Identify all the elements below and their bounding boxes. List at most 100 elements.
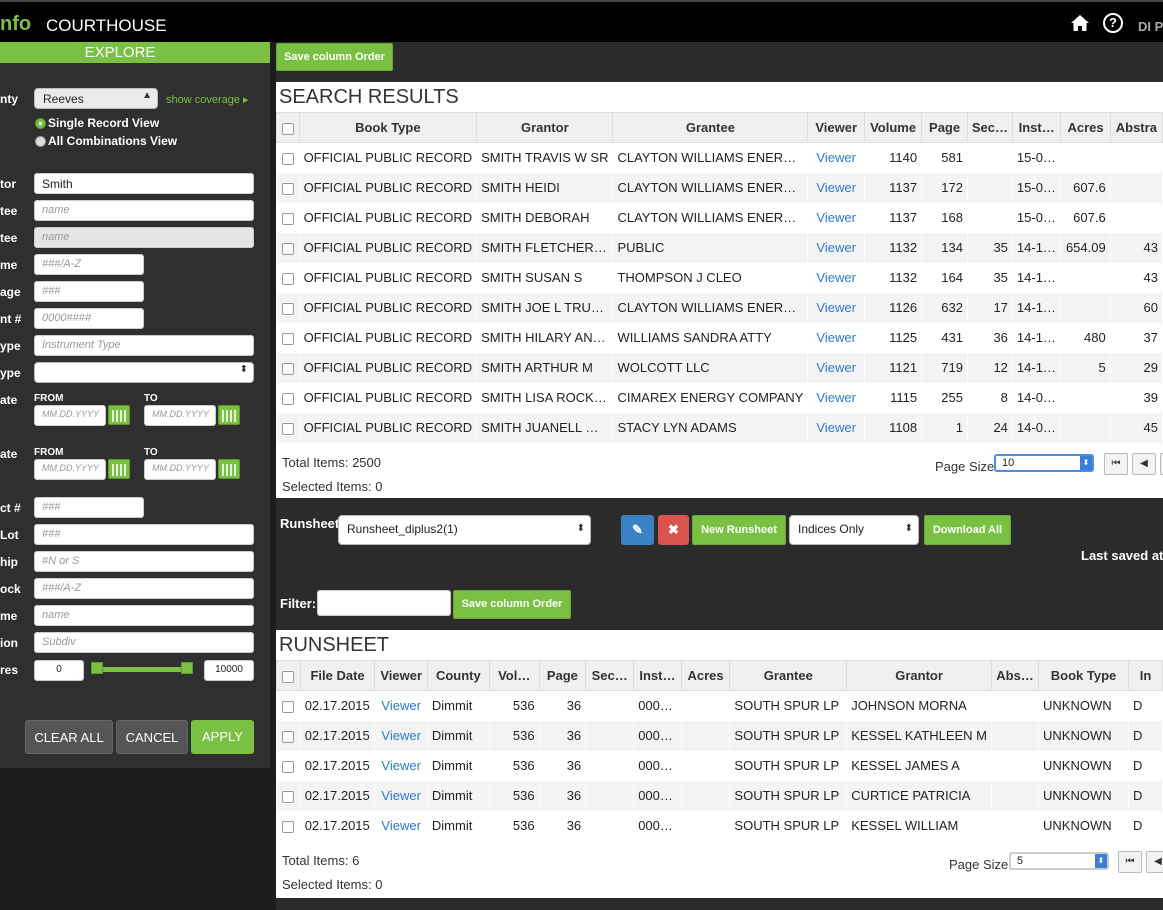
runsheet-column-header[interactable]: In [1128,660,1163,691]
search-column-header[interactable]: Grantee [612,112,809,143]
cancel-button[interactable]: CANCEL [116,720,188,754]
runsheet-column-header[interactable]: Inst… [633,660,682,691]
runsheet-column-header[interactable]: Viewer [374,660,428,691]
volume-input[interactable]: ###/A-Z [34,254,144,275]
show-coverage-link[interactable]: show coverage ▸ [166,94,249,106]
calendar-icon[interactable] [218,405,240,425]
search-row[interactable]: OFFICIAL PUBLIC RECORD SMITH LISA ROCK… CI… [277,383,1163,413]
search-column-header[interactable]: Abstra [1109,112,1163,143]
next-page-icon[interactable] [1160,453,1163,475]
viewer-link[interactable]: Viewer [374,780,428,811]
search-row[interactable]: OFFICIAL PUBLIC RECORD SMITH HILARY AN… WI… [277,323,1163,353]
search-row[interactable]: OFFICIAL PUBLIC RECORD SMITH FLETCHER… PUB… [276,232,1163,263]
x-icon[interactable]: ✖ [658,515,689,545]
row-checkbox[interactable] [277,263,300,293]
clear-all-button[interactable]: CLEAR ALL [25,720,113,754]
viewer-link[interactable]: Viewer [381,698,421,714]
runsheet-column-header[interactable]: Grantee [729,660,848,691]
book-type-select[interactable]: ⬍ [34,362,254,383]
viewer-link[interactable]: Viewer [381,758,421,773]
first-page-icon[interactable]: ⏮ [1118,851,1142,873]
row-checkbox[interactable] [276,172,300,203]
runsheet-row[interactable]: 02.17.2015 Viewer Dimmit 536 36 000… SOUTH SPU… [276,720,1163,751]
viewer-link[interactable]: Viewer [807,292,865,323]
search-column-header[interactable]: Viewer [807,112,865,143]
search-row[interactable]: OFFICIAL PUBLIC RECORD SMITH ARTHUR M WOLC… [276,352,1163,383]
runsheet-row[interactable]: 02.17.2015 Viewer Dimmit 536 36 000… SOUTH SPU… [276,780,1163,811]
row-checkbox[interactable] [277,691,301,721]
runsheet-column-header[interactable]: Page [538,660,587,691]
search-select-all-checkbox[interactable] [276,112,300,143]
viewer-link[interactable]: Viewer [816,270,856,285]
save-column-order-button[interactable]: Save column Order [276,43,393,71]
acres-max-input[interactable]: 10000 [204,660,254,681]
viewer-link[interactable]: Viewer [807,172,865,203]
instrument-type-input[interactable]: Instrument Type [34,335,254,356]
instrument-input[interactable]: 0000#### [34,308,144,329]
page-input[interactable]: ### [34,281,144,302]
date2-from-input[interactable]: MM.DD.YYYY [34,459,106,480]
subdivision-input[interactable]: Subdiv [34,632,254,653]
acres-slider-track[interactable] [97,667,189,672]
runsheet-column-header[interactable]: Sec… [585,660,635,691]
search-column-header[interactable]: Grantor [476,112,614,143]
viewer-link[interactable]: Viewer [816,150,856,166]
search-column-header[interactable]: Inst… [1011,112,1062,143]
calendar-icon[interactable] [218,459,240,479]
county-select[interactable]: Reeves ▲ [34,88,158,109]
viewer-link[interactable]: Viewer [807,232,865,263]
row-checkbox[interactable] [276,720,301,751]
runsheet-save-column-order-button[interactable]: Save column Order [453,590,571,619]
search-row[interactable]: OFFICIAL PUBLIC RECORD SMITH SUSAN S THOMP… [277,263,1163,293]
viewer-link[interactable]: Viewer [816,330,856,345]
viewer-link[interactable]: Viewer [381,818,421,833]
all-combinations-radio[interactable] [35,136,46,147]
runsheet-column-header[interactable]: Grantor [846,660,993,691]
search-row[interactable]: OFFICIAL PUBLIC RECORD SMITH JOE L TRU… CL… [276,292,1163,323]
page-size-select[interactable]: 10 ⬍ [994,454,1094,472]
township-input[interactable]: #N or S [34,551,254,572]
search-row[interactable]: OFFICIAL PUBLIC RECORD SMITH TRAVIS W SR C… [277,143,1163,173]
viewer-link[interactable]: Viewer [374,720,428,751]
tract-input[interactable]: ### [34,497,144,518]
apply-button[interactable]: APPLY [191,720,254,754]
runsheet-column-header[interactable]: Book Type [1038,660,1130,691]
runsheet-column-header[interactable]: Abs… [991,660,1040,691]
indices-select[interactable]: Indices Only ⬍ [789,515,919,545]
row-checkbox[interactable] [276,352,300,383]
search-row[interactable]: OFFICIAL PUBLIC RECORD SMITH HEIDI CLAYTON… [276,172,1163,203]
first-page-icon[interactable]: ⏮ [1104,453,1128,475]
acres-min-input[interactable]: 0 [34,660,84,681]
grantee-input[interactable]: name [34,200,254,221]
date1-to-input[interactable]: MM.DD.YYYY [144,405,216,426]
search-row[interactable]: OFFICIAL PUBLIC RECORD SMITH JUANELL … STA… [276,412,1163,443]
date1-from-input[interactable]: MM.DD.YYYY [34,405,106,426]
prev-page-icon[interactable]: ◀ [1132,453,1156,475]
viewer-link[interactable]: Viewer [816,390,856,405]
row-checkbox[interactable] [276,292,300,323]
user-name[interactable]: DI P [1138,19,1163,34]
filter-input[interactable] [317,590,451,616]
row-checkbox[interactable] [277,751,301,781]
row-checkbox[interactable] [277,811,301,841]
help-icon[interactable]: ? [1103,13,1123,33]
search-column-header[interactable]: Book Type [298,112,478,143]
runsheet-row[interactable]: 02.17.2015 Viewer Dimmit 536 36 000… SOUTH SPU… [277,751,1163,781]
viewer-link[interactable]: Viewer [807,352,865,383]
row-checkbox[interactable] [276,232,300,263]
runsheet-row[interactable]: 02.17.2015 Viewer Dimmit 536 36 000… SOUTH SPU… [277,811,1163,841]
row-checkbox[interactable] [276,780,301,811]
prev-page-icon[interactable]: ◀ [1146,851,1163,873]
runsheet-column-header[interactable]: File Date [299,660,376,691]
search-column-header[interactable]: Acres [1060,112,1111,143]
row-checkbox[interactable] [276,412,300,443]
name-input[interactable]: name [34,605,254,626]
lot-input[interactable]: ### [34,524,254,545]
block-input[interactable]: ###/A-Z [34,578,254,599]
search-row[interactable]: OFFICIAL PUBLIC RECORD SMITH DEBORAH CLAYT… [277,203,1163,233]
runsheet-row[interactable]: 02.17.2015 Viewer Dimmit 536 36 000… SOUTH SPU… [277,691,1163,721]
home-icon[interactable] [1070,14,1090,32]
search-column-header[interactable]: Page [921,112,968,143]
row-checkbox[interactable] [277,203,300,233]
runsheet-column-header[interactable]: Acres [680,660,731,691]
